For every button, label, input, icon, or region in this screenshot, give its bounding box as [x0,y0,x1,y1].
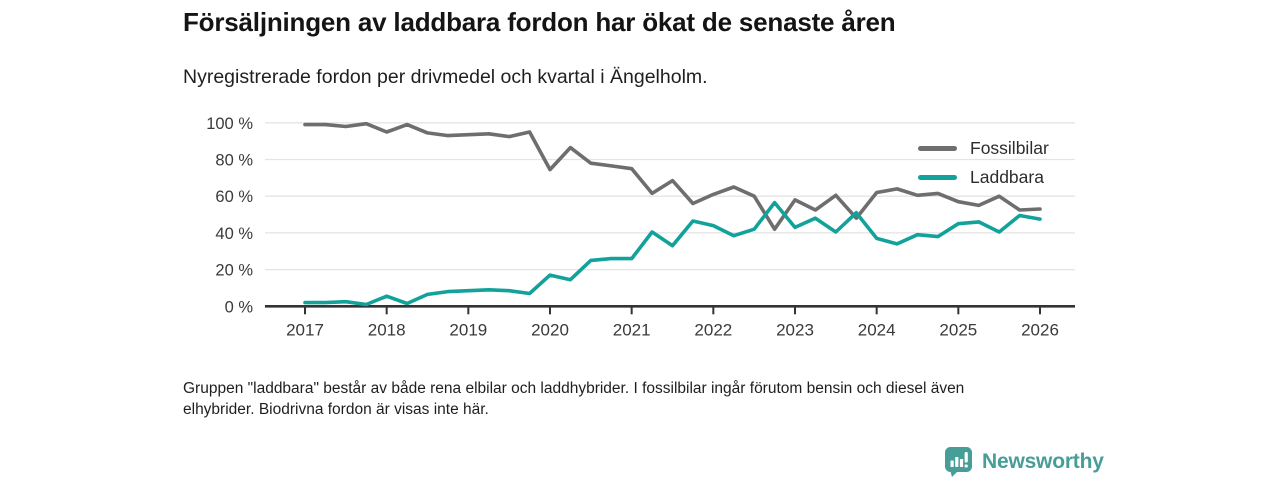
y-axis-label: 80 % [215,152,253,170]
x-axis-label: 2025 [939,320,977,339]
chart-legend: Fossilbilar Laddbara [918,134,1049,192]
page-title: Försäljningen av laddbara fordon har öka… [183,7,896,37]
x-axis-label: 2024 [858,320,896,339]
x-axis-label: 2017 [286,320,324,339]
newsworthy-logo-text: Newsworthy [982,450,1104,473]
legend-label-laddbara: Laddbara [970,167,1044,187]
footnote-line-1: Gruppen "laddbara" består av både rena e… [183,380,965,397]
y-axis-label: 0 % [225,298,254,316]
x-axis-label: 2022 [694,320,732,339]
chart-subtitle: Nyregistrerade fordon per drivmedel och … [183,66,708,88]
newsworthy-logo: Newsworthy [944,446,1104,478]
x-axis-label: 2018 [368,320,406,339]
x-axis-label: 2019 [449,320,487,339]
y-axis-label: 60 % [215,188,253,206]
legend-item-laddbara: Laddbara [918,163,1049,192]
x-axis-label: 2020 [531,320,569,339]
laddbara-line [303,200,1042,307]
newsworthy-bubble-barchart-icon [945,447,972,477]
y-axis-label: 100 % [206,115,253,133]
fossilbilar-line-swatch [918,146,957,151]
y-axis-label: 40 % [215,225,253,243]
legend-label-fossilbilar: Fossilbilar [970,138,1049,158]
x-axis-label: 2021 [613,320,651,339]
x-axis-label: 2026 [1021,320,1059,339]
fossilbilar-line [303,121,1042,231]
x-axis-label: 2023 [776,320,814,339]
y-axis-label: 20 % [215,262,253,280]
chart-footnote: Gruppen "laddbara" består av både rena e… [183,378,1083,420]
laddbara-line-swatch [918,175,957,180]
legend-item-fossilbilar: Fossilbilar [918,134,1049,163]
footnote-line-2: elhybrider. Biodrivna fordon är visas in… [183,401,489,418]
